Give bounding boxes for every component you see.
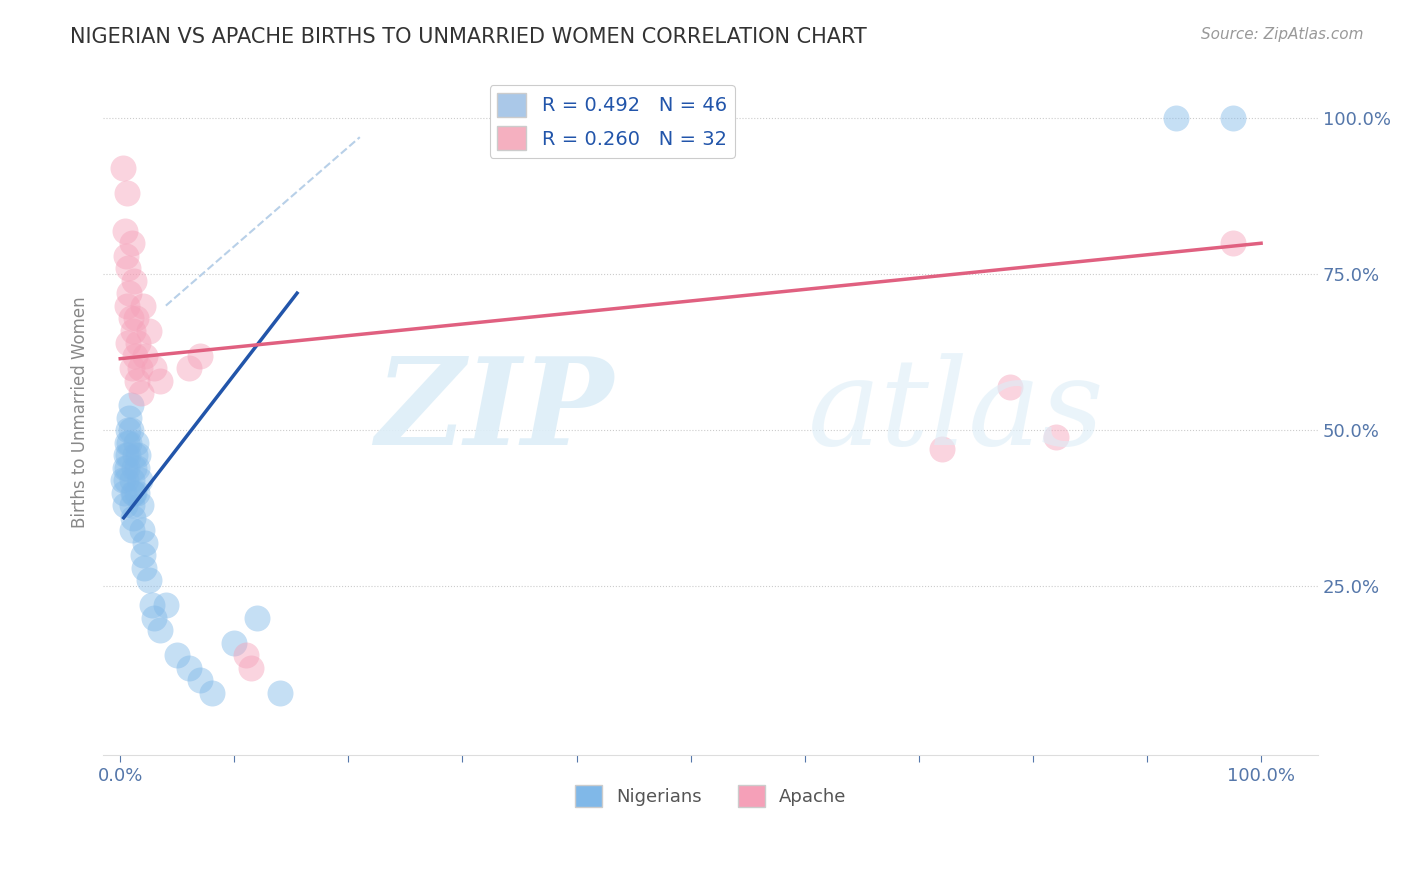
Point (117, 424, 139, 438)
Point (111, 161, 134, 176)
Point (111, 474, 134, 488)
Text: atlas: atlas (808, 353, 1105, 470)
Point (128, 449, 150, 463)
Point (127, 485, 149, 500)
Point (143, 610, 166, 624)
Point (1222, 236, 1244, 251)
Point (121, 523, 143, 537)
Point (117, 336, 139, 351)
Point (129, 498, 152, 512)
Point (246, 610, 269, 624)
Point (138, 573, 160, 587)
Point (998, 380, 1021, 394)
Point (124, 349, 146, 363)
Point (1222, 112, 1244, 126)
Point (931, 442, 953, 457)
Point (121, 236, 143, 251)
Point (115, 299, 138, 313)
Point (129, 386, 152, 401)
Point (120, 399, 142, 413)
Text: NIGERIAN VS APACHE BIRTHS TO UNMARRIED WOMEN CORRELATION CHART: NIGERIAN VS APACHE BIRTHS TO UNMARRIED W… (70, 27, 868, 46)
Point (122, 485, 145, 500)
Point (188, 349, 211, 363)
Point (120, 424, 142, 438)
Point (121, 474, 143, 488)
Point (118, 436, 141, 450)
Point (117, 261, 139, 276)
Point (115, 461, 138, 475)
Point (131, 523, 153, 537)
Point (120, 311, 142, 326)
Point (155, 598, 177, 612)
Point (114, 224, 136, 238)
Point (127, 374, 149, 388)
Point (235, 648, 257, 662)
Point (127, 461, 149, 475)
Point (122, 274, 145, 288)
Point (149, 374, 172, 388)
Point (121, 498, 143, 512)
Point (115, 449, 138, 463)
Point (200, 685, 222, 699)
Point (1045, 430, 1067, 444)
Point (134, 349, 156, 363)
Point (114, 498, 136, 512)
Text: Source: ZipAtlas.com: Source: ZipAtlas.com (1201, 27, 1364, 42)
Point (128, 361, 150, 376)
Point (141, 598, 163, 612)
Legend: Nigerians, Apache: Nigerians, Apache (568, 778, 853, 814)
Point (125, 436, 148, 450)
Point (121, 361, 143, 376)
Y-axis label: Births to Unmarried Women: Births to Unmarried Women (72, 296, 89, 527)
Point (224, 635, 246, 649)
Point (132, 548, 155, 562)
Point (1164, 112, 1187, 126)
Point (115, 249, 138, 263)
Point (124, 449, 146, 463)
Point (134, 535, 156, 549)
Point (188, 673, 211, 687)
Point (117, 449, 139, 463)
Point (115, 436, 138, 450)
Point (121, 324, 143, 338)
Point (118, 411, 141, 425)
Point (128, 474, 150, 488)
Point (115, 186, 138, 201)
Point (121, 510, 143, 524)
Point (149, 623, 172, 637)
Point (121, 485, 143, 500)
Point (128, 336, 150, 351)
Point (115, 474, 138, 488)
Point (112, 485, 135, 500)
Point (269, 685, 291, 699)
Point (125, 311, 148, 326)
Point (177, 660, 200, 674)
Point (134, 560, 156, 574)
Point (122, 461, 145, 475)
Point (132, 299, 155, 313)
Text: ZIP: ZIP (375, 352, 613, 471)
Point (166, 648, 188, 662)
Point (138, 324, 160, 338)
Point (114, 461, 136, 475)
Point (118, 286, 141, 301)
Point (143, 361, 166, 376)
Point (177, 361, 200, 376)
Point (240, 660, 263, 674)
